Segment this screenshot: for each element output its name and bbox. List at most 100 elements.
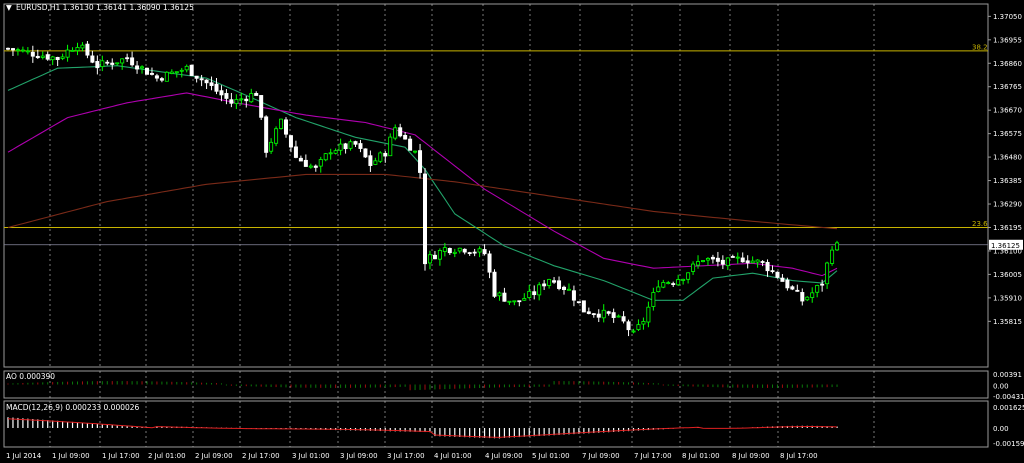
candle-body bbox=[571, 290, 576, 301]
moving-average-ma_slow bbox=[7, 173, 838, 230]
y-tick-label: 1.37050 bbox=[993, 13, 1022, 21]
candle-body bbox=[55, 56, 60, 61]
x-tick-label: 2 Jul 01:00 bbox=[148, 452, 186, 460]
macd-y-tick-label: -0.00159 bbox=[993, 440, 1024, 448]
candle-body bbox=[611, 312, 616, 318]
candle-body bbox=[795, 289, 800, 292]
y-tick-label: 1.36100 bbox=[993, 247, 1022, 255]
candle-body bbox=[348, 141, 353, 149]
candle-body bbox=[194, 75, 199, 79]
candle-body bbox=[149, 72, 154, 75]
candle-body bbox=[303, 159, 308, 167]
candle-body bbox=[745, 260, 750, 264]
candle-body bbox=[358, 143, 363, 149]
candle-body bbox=[249, 93, 254, 103]
y-tick-label: 1.36860 bbox=[993, 60, 1022, 68]
x-tick-label: 2 Jul 17:00 bbox=[242, 452, 280, 460]
moving-average-ma_medium bbox=[7, 92, 838, 277]
candle-body bbox=[452, 251, 457, 254]
candle-body bbox=[472, 251, 477, 254]
x-tick-label: 4 Jul 01:00 bbox=[434, 452, 472, 460]
candle-body bbox=[730, 256, 735, 258]
candle-body bbox=[383, 152, 388, 157]
candle-body bbox=[462, 248, 467, 253]
y-tick-label: 1.36670 bbox=[993, 107, 1022, 115]
candle-body bbox=[740, 257, 745, 263]
candle-body bbox=[65, 49, 70, 58]
candle-body bbox=[566, 288, 571, 291]
candle-body bbox=[283, 119, 288, 135]
candle-body bbox=[373, 160, 378, 165]
candle-body bbox=[40, 55, 45, 58]
y-tick-label: 1.36480 bbox=[993, 154, 1022, 162]
candle-body bbox=[755, 259, 760, 263]
ao-y-tick-label: 0.00391 bbox=[993, 371, 1022, 379]
candle-body bbox=[696, 261, 701, 266]
candle-body bbox=[576, 301, 581, 304]
candle-body bbox=[30, 51, 35, 57]
candle-body bbox=[805, 296, 810, 301]
candle-body bbox=[254, 93, 259, 96]
candle-body bbox=[825, 262, 830, 285]
fib-level-label: 23.6 bbox=[972, 220, 988, 228]
candle-body bbox=[666, 282, 671, 285]
candle-body bbox=[780, 277, 785, 282]
y-tick-label: 1.36195 bbox=[993, 224, 1022, 232]
candle-body bbox=[184, 65, 189, 71]
candle-body bbox=[130, 57, 135, 66]
current-price-tag bbox=[989, 239, 1023, 250]
y-tick-label: 1.36385 bbox=[993, 177, 1022, 185]
chart-title-icon: ▼ bbox=[6, 3, 12, 12]
candle-body bbox=[790, 286, 795, 290]
x-tick-label: 4 Jul 09:00 bbox=[485, 452, 523, 460]
macd-y-tick-label: 0.001625 bbox=[993, 404, 1024, 412]
candle-body bbox=[110, 62, 115, 65]
x-tick-label: 2 Jul 09:00 bbox=[195, 452, 233, 460]
candle-body bbox=[229, 99, 234, 104]
candle-body bbox=[542, 283, 547, 287]
candle-body bbox=[378, 152, 383, 162]
current-price-label: 1.36125 bbox=[991, 242, 1020, 250]
candle-body bbox=[95, 61, 100, 69]
candle-body bbox=[269, 141, 274, 152]
candle-body bbox=[775, 271, 780, 278]
candle-body bbox=[179, 69, 184, 72]
candle-body bbox=[105, 61, 110, 64]
candle-body bbox=[219, 90, 224, 96]
candle-body bbox=[691, 263, 696, 272]
candle-body bbox=[20, 49, 25, 52]
candle-body bbox=[447, 247, 452, 254]
candle-body bbox=[234, 99, 239, 105]
candle-body bbox=[100, 60, 105, 68]
x-tick-label: 1 Jul 2014 bbox=[6, 452, 42, 460]
candle-body bbox=[770, 270, 775, 273]
candle-body bbox=[800, 292, 805, 302]
candle-body bbox=[606, 311, 611, 314]
candle-body bbox=[422, 173, 427, 265]
candle-body bbox=[25, 50, 30, 53]
candle-body bbox=[646, 306, 651, 323]
candle-body bbox=[432, 254, 437, 260]
candle-body bbox=[209, 82, 214, 86]
candle-body bbox=[115, 62, 120, 65]
candle-body bbox=[760, 261, 765, 263]
candle-body bbox=[552, 280, 557, 283]
y-tick-label: 1.36005 bbox=[993, 271, 1022, 279]
candle-body bbox=[353, 141, 358, 145]
candle-body bbox=[140, 66, 145, 69]
candle-body bbox=[403, 134, 408, 140]
candle-body bbox=[785, 279, 790, 289]
candle-body bbox=[507, 300, 512, 303]
candle-body bbox=[557, 280, 562, 289]
candle-body bbox=[512, 300, 517, 303]
candle-body bbox=[705, 257, 710, 261]
candle-body bbox=[224, 93, 229, 99]
candle-body bbox=[174, 71, 179, 74]
candle-body bbox=[60, 56, 65, 59]
candle-body bbox=[293, 146, 298, 158]
candle-body bbox=[154, 75, 159, 79]
candle-body bbox=[671, 283, 676, 285]
candle-body bbox=[418, 150, 423, 173]
